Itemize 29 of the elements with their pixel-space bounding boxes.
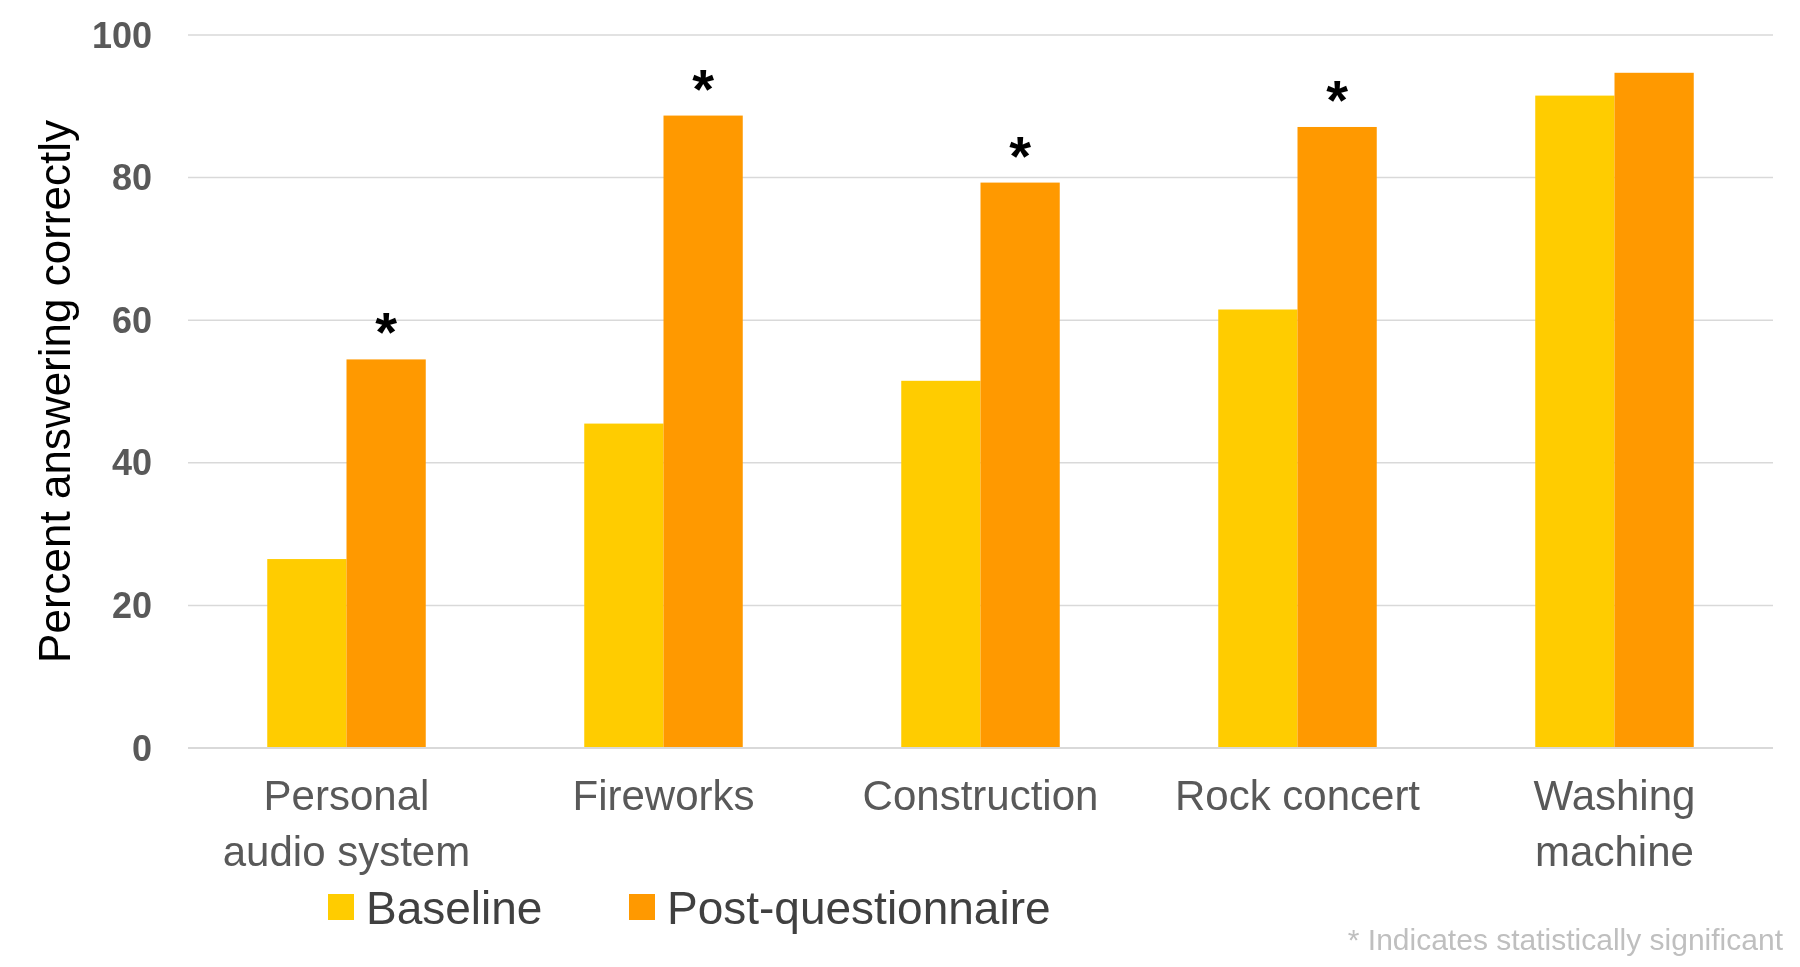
y-tick-label: 100	[91, 14, 152, 56]
legend-label: Baseline	[366, 882, 543, 935]
bar	[901, 380, 981, 748]
y-tick-label: 0	[131, 727, 152, 769]
x-tick-label: Construction	[862, 772, 1099, 819]
bar	[346, 359, 426, 748]
annotation: *	[375, 300, 398, 364]
y-axis-title: Percent answering correctly	[30, 120, 79, 663]
y-tick-label: 40	[111, 442, 152, 484]
x-tick-label: Fireworks	[572, 772, 755, 819]
y-tick-label: 80	[111, 157, 152, 199]
bar	[584, 423, 664, 748]
x-tick-label: Washing machine	[1533, 772, 1696, 875]
legend-label: Post-questionnaire	[667, 882, 1051, 935]
bar	[1535, 95, 1615, 748]
bar	[1297, 126, 1377, 748]
x-tick-label: Personal audio system	[222, 772, 471, 875]
x-tick-label: Rock concert	[1174, 772, 1421, 819]
bar	[980, 182, 1060, 748]
bar	[267, 559, 347, 748]
y-tick-label: 20	[111, 585, 152, 626]
bar	[1614, 72, 1694, 748]
text: * Indicates statistically significant	[1347, 923, 1784, 956]
bar	[1218, 309, 1298, 748]
annotation: *	[1326, 67, 1349, 131]
bar	[663, 115, 743, 748]
annotation: *	[692, 56, 715, 120]
annotation: *	[1009, 123, 1032, 187]
y-tick-label: 60	[111, 299, 152, 341]
